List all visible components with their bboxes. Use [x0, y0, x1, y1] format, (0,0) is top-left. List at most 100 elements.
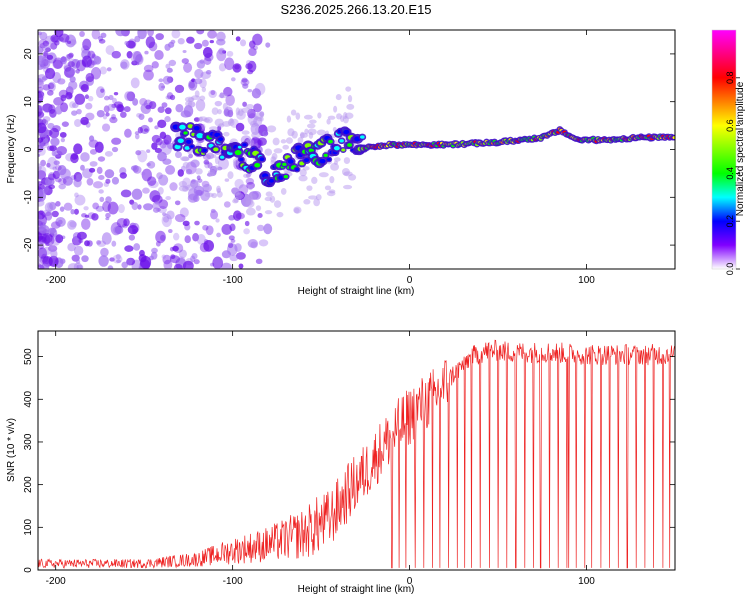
- noise-blob: [273, 148, 283, 154]
- noise-blob: [116, 259, 121, 263]
- noise-blob: [151, 142, 158, 150]
- ridge-blob-core: [326, 157, 331, 161]
- noise-blob: [221, 224, 232, 235]
- spectrogram-y-label: Frequency (Hz): [6, 115, 17, 184]
- noise-blob: [227, 242, 234, 249]
- y-tick-label: 0: [23, 146, 34, 152]
- noise-blob: [89, 161, 98, 167]
- noise-blob: [163, 259, 173, 269]
- noise-blob: [38, 86, 44, 92]
- noise-blob: [233, 196, 239, 203]
- noise-blob: [271, 152, 278, 160]
- noise-blob: [130, 77, 140, 89]
- noise-blob: [218, 93, 228, 99]
- noise-blob: [112, 254, 123, 264]
- noise-blob: [130, 51, 142, 65]
- noise-blob: [76, 108, 82, 115]
- noise-blob: [297, 137, 304, 144]
- noise-blob: [124, 41, 129, 46]
- noise-blob: [168, 59, 177, 67]
- noise-blob: [341, 168, 350, 176]
- noise-blob: [48, 184, 56, 190]
- noise-blob: [336, 113, 342, 120]
- noise-blob: [113, 91, 119, 96]
- noise-blob: [162, 212, 167, 216]
- y-tick-label: 10: [23, 96, 34, 108]
- noise-blob: [180, 156, 190, 162]
- colorbar: 0.0 0.2 0.4 0.6 0.8 Normalized spectral ampl…: [711, 29, 746, 276]
- noise-blob: [59, 258, 66, 264]
- noise-blob: [132, 229, 138, 235]
- noise-blob: [81, 213, 87, 218]
- noise-blob: [98, 38, 106, 44]
- noise-blob: [171, 30, 181, 39]
- ridge-blob-core: [287, 159, 294, 164]
- noise-blob: [140, 171, 146, 176]
- noise-blob: [233, 210, 242, 221]
- ridge-blob-core: [177, 138, 184, 144]
- noise-blob: [39, 31, 48, 41]
- noise-blob: [303, 199, 311, 205]
- noise-blob: [126, 258, 133, 266]
- snr-plot-area: [38, 331, 675, 570]
- noise-blob: [258, 239, 269, 247]
- noise-blob: [81, 218, 91, 230]
- ridge-blob-core: [341, 148, 346, 152]
- spectrogram-blobs: [38, 30, 675, 269]
- noise-blob: [318, 172, 329, 178]
- noise-blob: [47, 89, 54, 96]
- noise-blob: [239, 39, 247, 47]
- noise-blob: [94, 141, 104, 153]
- noise-blob: [218, 63, 227, 72]
- noise-blob: [120, 61, 128, 69]
- noise-blob: [44, 67, 56, 80]
- x-tick-label: -200: [46, 275, 66, 286]
- noise-blob: [299, 169, 307, 177]
- noise-blob: [117, 104, 125, 113]
- noise-blob: [194, 42, 203, 50]
- noise-blob: [95, 205, 104, 212]
- noise-blob: [259, 116, 264, 122]
- y-tick-label: -10: [23, 190, 34, 205]
- noise-blob: [59, 168, 71, 180]
- noise-blob: [223, 201, 231, 208]
- noise-blob: [80, 164, 85, 171]
- noise-blob: [38, 264, 45, 269]
- snr-frame: [37, 330, 676, 571]
- colorbar-tick-label: 0.0: [725, 263, 735, 276]
- ridge-blob-core: [343, 129, 350, 135]
- ridge-blob-core: [339, 139, 344, 143]
- noise-blob: [242, 101, 247, 107]
- noise-blob: [196, 234, 206, 245]
- noise-blob: [248, 40, 256, 49]
- noise-blob: [113, 226, 122, 234]
- noise-blob: [247, 185, 253, 191]
- noise-blob: [89, 135, 95, 142]
- ridge-blob-core: [187, 124, 194, 129]
- noise-blob: [115, 30, 126, 37]
- noise-blob: [123, 106, 131, 113]
- noise-blob: [194, 220, 200, 226]
- noise-blob: [66, 53, 74, 60]
- noise-blob: [287, 128, 295, 137]
- noise-blob: [105, 112, 110, 117]
- noise-blob: [44, 211, 53, 221]
- noise-blob: [262, 130, 268, 137]
- x-tick-label: -100: [223, 275, 243, 286]
- spectrogram-x-ticks: -200 -100 0 100: [46, 30, 595, 286]
- ridge-blob-core: [303, 158, 310, 163]
- noise-blob: [143, 128, 149, 132]
- noise-blob: [40, 159, 46, 167]
- noise-blob: [91, 30, 101, 40]
- noise-blob: [93, 56, 102, 65]
- noise-blob: [198, 116, 204, 122]
- noise-blob: [74, 194, 86, 206]
- snr-x-ticks: -200 -100 0 100: [46, 331, 595, 587]
- noise-blob: [257, 137, 267, 146]
- noise-blob: [152, 202, 160, 210]
- noise-blob: [307, 128, 317, 136]
- colorbar-frame: [711, 29, 737, 270]
- noise-blob: [205, 225, 214, 236]
